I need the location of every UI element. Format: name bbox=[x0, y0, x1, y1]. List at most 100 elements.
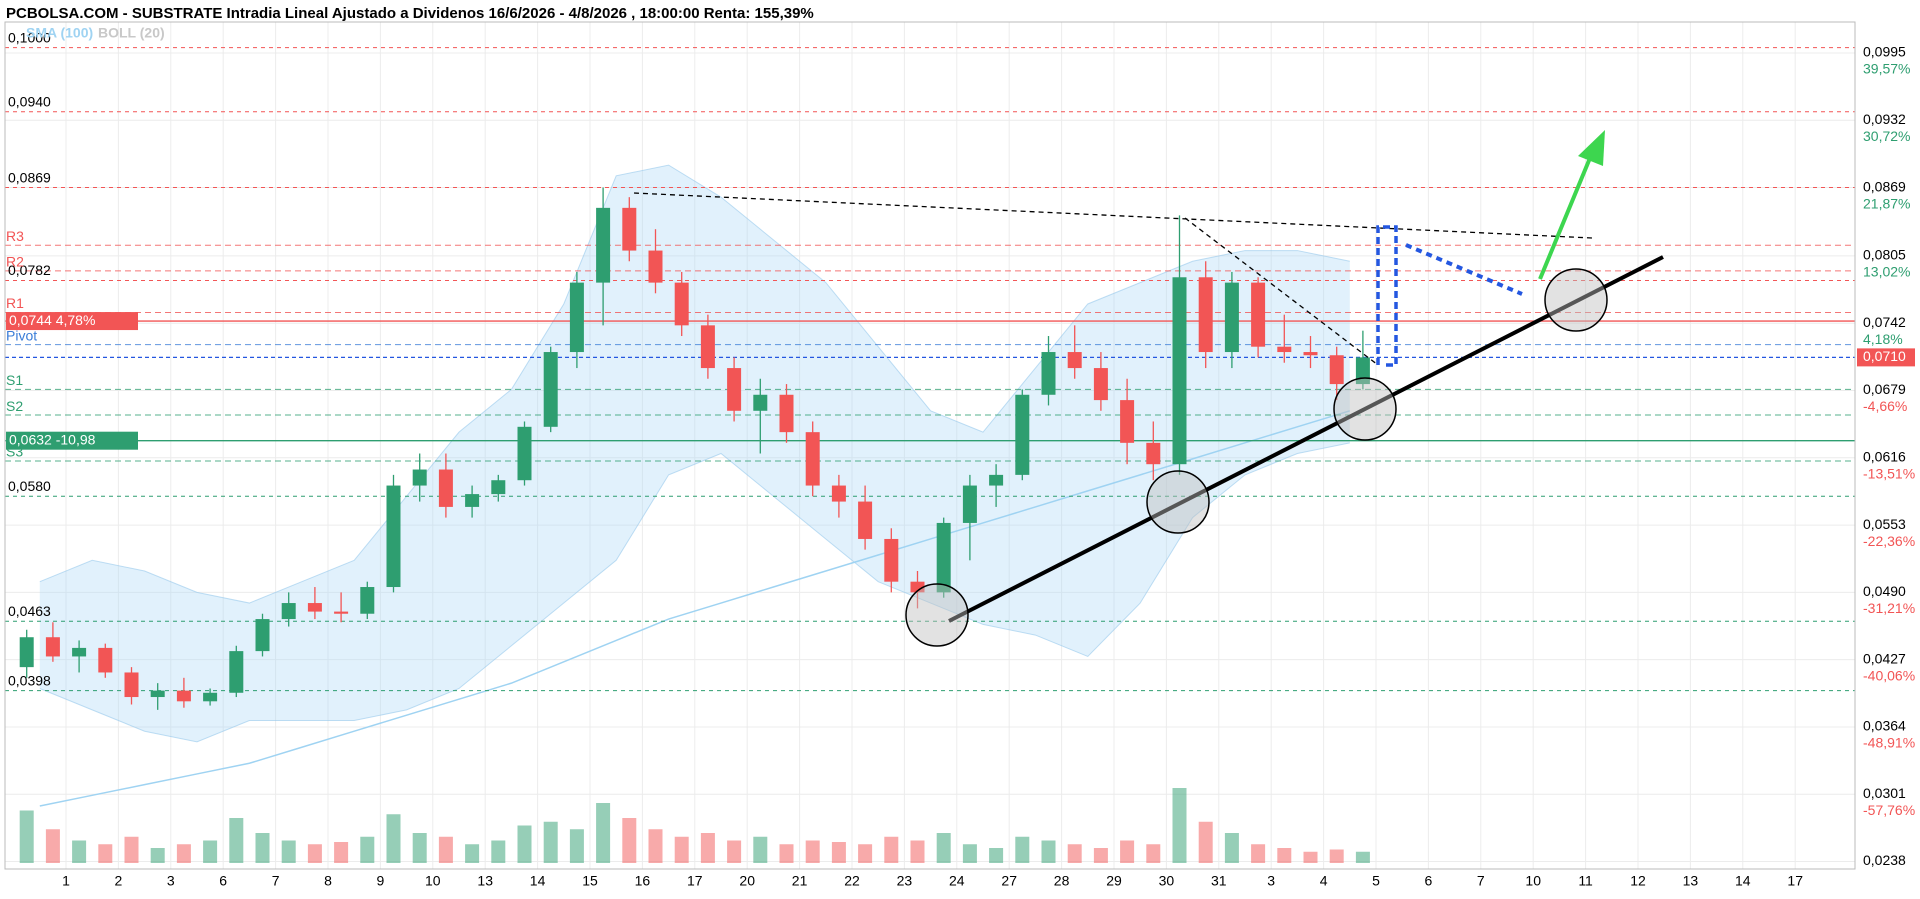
pivot-label: Pivot bbox=[6, 327, 37, 343]
legend-sma: SMA (100) bbox=[26, 25, 93, 41]
volume-bar bbox=[412, 833, 427, 863]
x-tick-label: 7 bbox=[272, 873, 280, 889]
volume-bar bbox=[858, 844, 873, 863]
volume-bar bbox=[805, 840, 820, 863]
volume-bar bbox=[989, 848, 1004, 863]
y-tick-return: -57,76% bbox=[1863, 802, 1915, 818]
tag-box bbox=[6, 312, 138, 331]
x-tick-label: 23 bbox=[897, 873, 913, 889]
x-tick-label: 1 bbox=[62, 873, 70, 889]
candle-body bbox=[19, 637, 34, 668]
volume-bar bbox=[229, 818, 244, 863]
annotations bbox=[633, 130, 1664, 647]
support-trendline bbox=[948, 255, 1664, 623]
x-tick-label: 20 bbox=[739, 873, 755, 889]
y-tick-return: 4,18% bbox=[1863, 331, 1903, 347]
level-label: 0,1000 bbox=[8, 29, 51, 45]
volume-bar bbox=[307, 844, 322, 863]
y-tick-label: 0,0301 bbox=[1863, 785, 1906, 801]
pivot-label: R3 bbox=[6, 228, 24, 244]
x-tick-label: 24 bbox=[949, 873, 965, 889]
x-tick-label: 4 bbox=[1320, 873, 1328, 889]
candle-body bbox=[1093, 368, 1108, 401]
candle-body bbox=[124, 672, 139, 698]
tag-label: 0,0632 -10,98 bbox=[9, 431, 96, 447]
volume-bar bbox=[1224, 833, 1239, 863]
volume-bar bbox=[1146, 844, 1161, 863]
candle-body bbox=[438, 469, 453, 507]
candle-body bbox=[727, 368, 742, 411]
candle-body bbox=[831, 485, 846, 502]
volume-bar bbox=[753, 836, 768, 863]
volume-bar bbox=[386, 814, 401, 863]
volume-bar bbox=[1303, 851, 1318, 863]
volume-bar bbox=[1172, 788, 1187, 863]
volume-bar bbox=[569, 829, 584, 863]
candle-body bbox=[360, 587, 375, 614]
volume-bar bbox=[1041, 840, 1056, 863]
candle-body bbox=[281, 603, 296, 620]
candle-body bbox=[753, 394, 768, 411]
candle-body bbox=[989, 474, 1004, 486]
x-tick-label: 9 bbox=[377, 873, 385, 889]
x-tick-label: 3 bbox=[167, 873, 175, 889]
y-tick-return: 30,72% bbox=[1863, 128, 1910, 144]
volume-bar bbox=[281, 840, 296, 863]
y-tick-label: 0,0742 bbox=[1863, 314, 1906, 330]
candle-body bbox=[674, 282, 689, 326]
y-tick-label: 0,0616 bbox=[1863, 448, 1906, 464]
candle-body bbox=[491, 480, 506, 495]
resistance-line bbox=[633, 192, 1593, 239]
candle-body bbox=[255, 619, 270, 652]
y-tick-return: -31,21% bbox=[1863, 600, 1915, 616]
x-tick-label: 10 bbox=[425, 873, 441, 889]
volume-bar bbox=[334, 842, 349, 863]
volume-bar bbox=[255, 833, 270, 863]
candle-body bbox=[1120, 400, 1135, 443]
volume-bar bbox=[176, 844, 191, 863]
candle-body bbox=[569, 282, 584, 353]
level-label: 0,0940 bbox=[8, 93, 51, 109]
volume-bar bbox=[124, 836, 139, 863]
candle-body bbox=[1015, 394, 1030, 475]
boll-upper bbox=[39, 164, 1350, 604]
volume-bar bbox=[962, 844, 977, 863]
candle-body bbox=[700, 325, 715, 369]
candle-body bbox=[98, 647, 113, 673]
candle-body bbox=[176, 690, 191, 702]
tag-label: 0,0744 4,78% bbox=[9, 312, 95, 328]
x-tick-label: 6 bbox=[1425, 873, 1433, 889]
candle-body bbox=[386, 485, 401, 588]
y-tick-return: -13,51% bbox=[1863, 465, 1915, 481]
x-tick-label: 3 bbox=[1267, 873, 1275, 889]
y-tick-label: 0,0679 bbox=[1863, 381, 1906, 397]
x-tick-label: 10 bbox=[1525, 873, 1541, 889]
plot-frame bbox=[4, 21, 1856, 870]
candle-body bbox=[1198, 277, 1213, 353]
x-tick-label: 21 bbox=[792, 873, 808, 889]
pivot-label: S2 bbox=[6, 398, 23, 414]
volume-bar bbox=[1251, 844, 1266, 863]
pivot-label: S1 bbox=[6, 372, 23, 388]
volume-bar bbox=[596, 803, 611, 863]
target-arrow bbox=[1538, 157, 1592, 280]
volume-bar bbox=[1329, 849, 1344, 863]
candle-body bbox=[910, 581, 925, 593]
x-tick-label: 31 bbox=[1211, 873, 1227, 889]
candle-body bbox=[962, 485, 977, 523]
candle-body bbox=[1329, 355, 1344, 385]
candle-body bbox=[203, 692, 218, 702]
touch-circle bbox=[1544, 268, 1608, 332]
x-tick-label: 7 bbox=[1477, 873, 1485, 889]
touch-circle bbox=[905, 583, 969, 647]
candle-body bbox=[412, 469, 427, 486]
x-tick-label: 11 bbox=[1578, 873, 1593, 889]
y-tick-return: -48,91% bbox=[1863, 735, 1915, 751]
candle-body bbox=[1041, 352, 1056, 395]
x-tick-label: 8 bbox=[324, 873, 332, 889]
x-tick-label: 2 bbox=[115, 873, 123, 889]
candle-body bbox=[596, 207, 611, 283]
volume-bar bbox=[517, 825, 532, 863]
x-tick-label: 13 bbox=[477, 873, 493, 889]
